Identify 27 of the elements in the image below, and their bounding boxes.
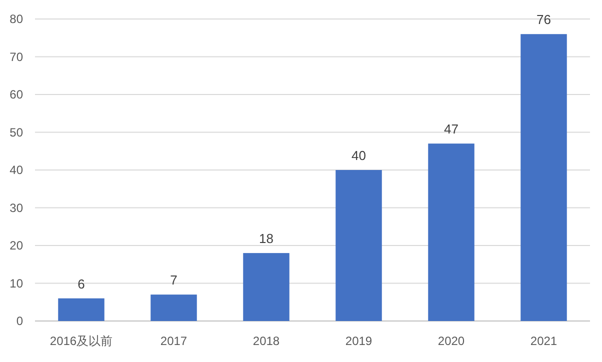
y-tick-label: 50 xyxy=(10,125,24,140)
y-tick-label: 40 xyxy=(10,163,24,177)
data-label: 40 xyxy=(352,148,366,163)
y-tick-label: 80 xyxy=(10,12,24,26)
bar xyxy=(520,34,567,321)
data-label: 6 xyxy=(78,276,85,292)
x-tick-label: 2021 xyxy=(530,334,558,348)
x-tick-label: 2016及以前 xyxy=(50,334,113,348)
x-tick-label: 2020 xyxy=(438,334,465,348)
y-tick-label: 0 xyxy=(16,314,24,328)
y-tick-label: 60 xyxy=(10,88,24,102)
y-tick-label: 10 xyxy=(10,276,24,290)
data-label: 7 xyxy=(170,272,178,288)
bar xyxy=(336,170,382,321)
x-tick-label: 2018 xyxy=(252,334,280,348)
bar xyxy=(243,253,290,321)
y-tick-label: 70 xyxy=(10,50,24,64)
y-tick-label: 20 xyxy=(10,238,24,252)
bar xyxy=(58,298,104,321)
data-label: 47 xyxy=(444,122,458,137)
bar xyxy=(428,144,474,321)
data-label: 18 xyxy=(259,231,274,246)
y-tick-label: 30 xyxy=(10,200,24,215)
bar xyxy=(150,294,197,321)
x-tick-label: 2017 xyxy=(160,334,188,348)
x-tick-label: 2019 xyxy=(345,334,372,348)
data-label: 76 xyxy=(536,12,551,28)
